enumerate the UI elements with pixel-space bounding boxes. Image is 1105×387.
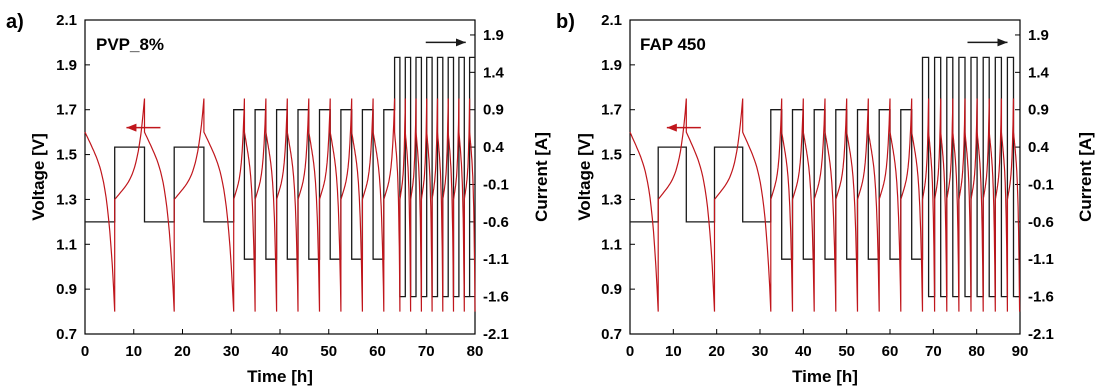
y-right-tick-label: -1.6 bbox=[483, 289, 509, 306]
axis-arrows bbox=[126, 38, 466, 132]
panel-b: b) FAP 450 0 10 20 30 40 50 60 70 80 90 0.7 0.9 1.1… bbox=[556, 11, 1095, 386]
x-axis-label: Time [h] bbox=[792, 367, 858, 386]
x-axis-label: Time [h] bbox=[247, 367, 313, 386]
y-left-tick-label: 0.7 bbox=[601, 326, 622, 343]
y-right-tick-label: -1.1 bbox=[483, 251, 509, 268]
x-tick-label: 40 bbox=[272, 343, 289, 360]
y-left-axis-label: Voltage [V] bbox=[575, 133, 594, 221]
x-tick-label: 20 bbox=[708, 343, 725, 360]
y-right-tick-label: 1.4 bbox=[1028, 64, 1050, 81]
y-left-ticks: 0.7 0.9 1.1 1.3 1.5 1.7 1.9 2.1 bbox=[601, 12, 635, 343]
y-right-tick-label: -1.1 bbox=[1028, 251, 1054, 268]
x-tick-label: 80 bbox=[968, 343, 985, 360]
y-left-tick-label: 1.5 bbox=[601, 147, 622, 164]
y-left-tick-label: 1.3 bbox=[601, 191, 622, 208]
x-ticks: 0 10 20 30 40 50 60 70 80 90 bbox=[626, 329, 1029, 360]
y-left-tick-label: 0.9 bbox=[56, 281, 77, 298]
voltage-series bbox=[84, 98, 476, 312]
y-left-axis-label: Voltage [V] bbox=[29, 133, 48, 221]
y-right-tick-label: 1.4 bbox=[483, 64, 505, 81]
current-line bbox=[85, 56, 475, 298]
x-tick-label: 60 bbox=[882, 343, 899, 360]
y-right-axis-label: Current [A] bbox=[1076, 132, 1095, 222]
y-right-tick-label: -0.6 bbox=[1028, 214, 1054, 231]
y-right-tick-label: -1.6 bbox=[1028, 289, 1054, 306]
x-tick-label: 0 bbox=[81, 343, 89, 360]
x-tick-label: 90 bbox=[1012, 343, 1029, 360]
y-left-tick-label: 1.7 bbox=[56, 102, 77, 119]
x-tick-label: 40 bbox=[795, 343, 812, 360]
y-right-ticks: -2.1 -1.6 -1.1 -0.6 -0.1 0.4 0.9 1.4 1.9 bbox=[470, 27, 509, 343]
x-ticks: 0 10 20 30 40 50 60 70 80 bbox=[81, 329, 484, 360]
x-tick-label: 50 bbox=[838, 343, 855, 360]
y-right-axis-label: Current [A] bbox=[532, 132, 551, 222]
y-right-tick-label: -2.1 bbox=[483, 326, 509, 343]
panel-label: b) bbox=[556, 11, 575, 33]
plot-frame bbox=[629, 19, 1021, 335]
y-right-tick-label: -0.1 bbox=[1028, 176, 1054, 193]
y-left-tick-label: 2.1 bbox=[56, 12, 77, 29]
current-line bbox=[630, 56, 1020, 298]
voltage-series bbox=[629, 98, 1021, 312]
y-right-ticks: -2.1 -1.6 -1.1 -0.6 -0.1 0.4 0.9 1.4 1.9 bbox=[1015, 27, 1054, 343]
y-left-tick-label: 0.7 bbox=[56, 326, 77, 343]
y-left-tick-label: 1.5 bbox=[56, 147, 77, 164]
y-left-tick-label: 1.3 bbox=[56, 191, 77, 208]
current-series bbox=[85, 56, 475, 298]
y-right-tick-label: 0.4 bbox=[1028, 139, 1050, 156]
x-tick-label: 70 bbox=[925, 343, 942, 360]
x-tick-label: 30 bbox=[223, 343, 240, 360]
x-tick-label: 70 bbox=[418, 343, 435, 360]
x-tick-label: 0 bbox=[626, 343, 634, 360]
y-left-ticks: 0.7 0.9 1.1 1.3 1.5 1.7 1.9 2.1 bbox=[56, 12, 90, 343]
y-right-tick-label: 0.9 bbox=[483, 102, 504, 119]
y-right-tick-label: -2.1 bbox=[1028, 326, 1054, 343]
x-tick-label: 10 bbox=[665, 343, 682, 360]
x-tick-label: 80 bbox=[467, 343, 484, 360]
y-left-tick-label: 1.9 bbox=[56, 57, 77, 74]
y-right-tick-label: -0.6 bbox=[483, 214, 509, 231]
y-right-tick-label: 1.9 bbox=[483, 27, 504, 44]
x-tick-label: 10 bbox=[125, 343, 142, 360]
axis-arrows bbox=[666, 38, 1008, 132]
inner-label: FAP 450 bbox=[640, 35, 706, 54]
panel-a: a) PVP_8% 0 10 20 30 40 50 60 70 80 0.7 0.9 1.1 1.3… bbox=[6, 11, 551, 386]
voltage-line bbox=[629, 98, 1021, 312]
y-right-tick-label: -0.1 bbox=[483, 176, 509, 193]
x-tick-label: 50 bbox=[320, 343, 337, 360]
y-left-tick-label: 1.1 bbox=[56, 236, 77, 253]
panel-label: a) bbox=[6, 11, 24, 33]
y-right-tick-label: 0.4 bbox=[483, 139, 505, 156]
y-right-tick-label: 0.9 bbox=[1028, 102, 1049, 119]
x-tick-label: 30 bbox=[752, 343, 769, 360]
x-tick-label: 60 bbox=[369, 343, 386, 360]
y-left-tick-label: 1.7 bbox=[601, 102, 622, 119]
y-left-tick-label: 2.1 bbox=[601, 12, 622, 29]
y-left-tick-label: 0.9 bbox=[601, 281, 622, 298]
y-left-tick-label: 1.9 bbox=[601, 57, 622, 74]
current-series bbox=[630, 56, 1020, 298]
x-tick-label: 20 bbox=[174, 343, 191, 360]
y-left-tick-label: 1.1 bbox=[601, 236, 622, 253]
inner-label: PVP_8% bbox=[96, 35, 164, 54]
y-right-tick-label: 1.9 bbox=[1028, 27, 1049, 44]
voltage-line bbox=[84, 98, 476, 312]
